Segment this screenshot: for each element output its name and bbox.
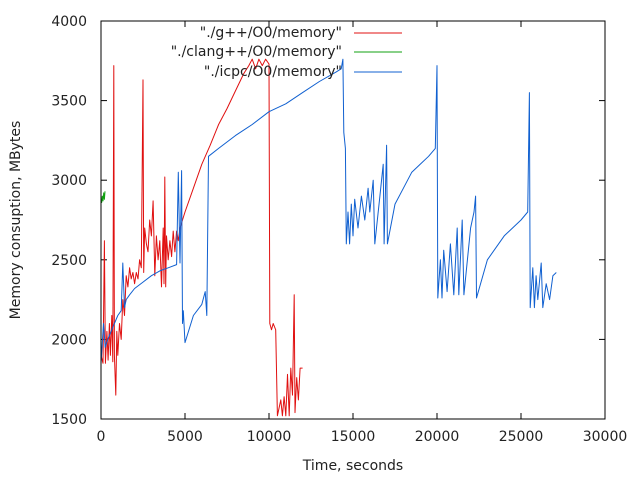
- legend-label-icpc: "./icpc/O0/memory": [204, 64, 342, 80]
- x-tick-label: 30000: [583, 429, 628, 445]
- tick-labels: 0 5000 10000 15000 20000 25000 30000 1500 2000 25…: [51, 14, 627, 445]
- y-tick-label: 3500: [51, 94, 87, 110]
- y-tick-label: 2500: [51, 253, 87, 269]
- plot-frame: [100, 20, 606, 420]
- x-tick-label: 10000: [247, 429, 292, 445]
- x-tick-label: 0: [97, 429, 106, 445]
- series-layer: [100, 58, 557, 417]
- legend-label-gpp: "./g++/O0/memory": [200, 25, 342, 41]
- series-gpp-line: [100, 58, 303, 417]
- y-tick-label: 2000: [51, 332, 87, 348]
- legend-label-clangpp: "./clang++/O0/memory": [171, 44, 342, 60]
- x-axis-title: Time, seconds: [302, 458, 403, 474]
- y-tick-label: 4000: [51, 14, 87, 30]
- legend: "./g++/O0/memory" "./clang++/O0/memory" …: [171, 25, 402, 80]
- y-tick-label: 1500: [51, 412, 87, 428]
- x-tick-label: 5000: [167, 429, 203, 445]
- y-tick-label: 3000: [51, 173, 87, 189]
- y-axis-title: Memory consuption, MBytes: [8, 121, 24, 320]
- series-icpc-line: [100, 58, 557, 364]
- x-tick-label: 20000: [415, 429, 460, 445]
- series-clangpp-line: [100, 191, 106, 203]
- x-tick-label: 15000: [331, 429, 376, 445]
- x-tick-label: 25000: [499, 429, 544, 445]
